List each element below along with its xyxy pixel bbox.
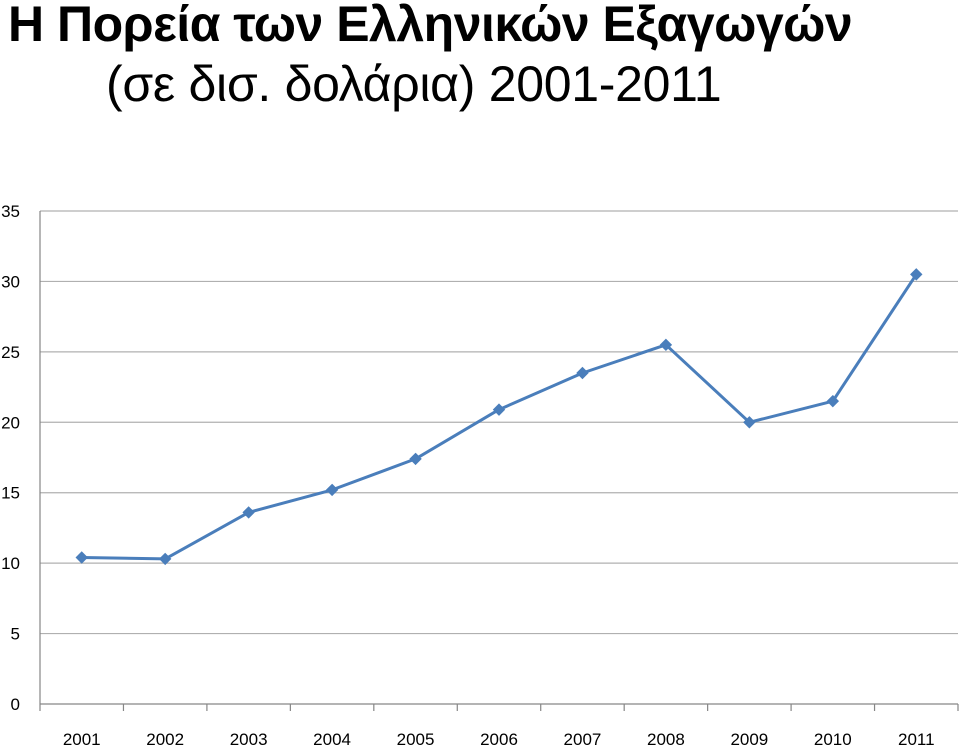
data-point-2001	[75, 551, 88, 564]
data-point-2002	[158, 552, 172, 566]
y-tick-label-0: 0	[11, 695, 20, 714]
x-tick-label-2005: 2005	[397, 730, 435, 748]
data-point-2011	[910, 268, 923, 281]
y-tick-label-10: 10	[1, 554, 20, 573]
series-line-0	[81, 273, 918, 561]
chart-title-line2: (σε δισ. δολάρια) 2001-2011	[106, 56, 722, 112]
data-point-2005	[409, 452, 422, 466]
y-tick-label-20: 20	[1, 413, 20, 432]
chart-title: Η Πορεία των Ελληνικών Εξαγωγών (σε δισ.…	[8, 0, 958, 114]
data-point-2010	[826, 394, 840, 408]
x-tick-label-2011: 2011	[898, 730, 935, 748]
data-point-2007	[576, 366, 589, 380]
data-point-2003	[242, 506, 255, 519]
data-point-2009	[743, 416, 756, 429]
data-point-2004	[325, 483, 339, 497]
x-tick-label-2007: 2007	[564, 730, 602, 748]
data-point-2008	[659, 338, 673, 352]
x-tick-label-2006: 2006	[480, 730, 518, 748]
x-tick-label-2002: 2002	[146, 730, 184, 748]
x-tick-label-2003: 2003	[230, 730, 268, 748]
x-tick-label-2008: 2008	[647, 730, 685, 748]
data-point-2006	[492, 403, 506, 416]
y-tick-label-35: 35	[1, 202, 20, 221]
y-tick-label-5: 5	[11, 625, 20, 644]
y-tick-label-25: 25	[1, 343, 20, 362]
y-tick-label-15: 15	[1, 484, 20, 503]
x-tick-label-2004: 2004	[313, 730, 351, 748]
y-tick-label-30: 30	[1, 272, 20, 291]
x-tick-label-2009: 2009	[730, 730, 768, 748]
x-tick-label-2010: 2010	[814, 730, 852, 748]
x-tick-label-2001: 2001	[63, 730, 101, 748]
chart-title-line1: Η Πορεία των Ελληνικών Εξαγωγών	[8, 0, 853, 52]
